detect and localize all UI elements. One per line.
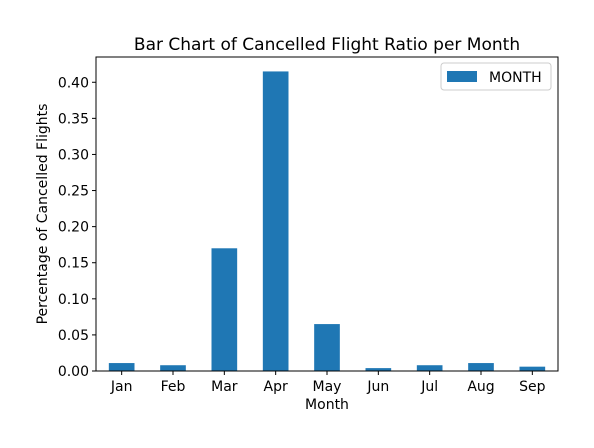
plot-frame (95, 56, 559, 372)
y-tick-label: 0.30 (58, 147, 89, 163)
y-tick-label: 0.40 (58, 75, 89, 91)
x-tick-label: Jul (420, 379, 438, 395)
bar-sep (519, 366, 546, 371)
x-tick-label: Sep (519, 379, 546, 395)
legend-frame (440, 62, 552, 91)
bar-aug (468, 363, 494, 371)
y-axis-ticks: 0.00 0.05 0.10 0.15 0.20 0.25 0.30 0.35 0.40 (58, 75, 96, 380)
y-tick-label: 0.25 (58, 184, 89, 200)
x-tick-label: Jun (366, 379, 389, 395)
y-tick-label: 0.00 (58, 364, 89, 380)
legend-label: MONTH (489, 70, 542, 86)
bar-jan (108, 363, 135, 371)
chart-title: Bar Chart of Cancelled Flight Ratio per … (134, 35, 520, 55)
bars-group (108, 71, 546, 372)
y-tick-label: 0.15 (58, 256, 89, 272)
x-tick-label: Apr (264, 379, 288, 395)
bar-mar (211, 248, 238, 371)
x-axis-label: Month (305, 397, 349, 413)
y-tick-label: 0.20 (58, 220, 89, 236)
bar-feb (160, 365, 186, 371)
y-tick-label: 0.35 (58, 111, 89, 127)
bar-apr (262, 71, 289, 372)
y-tick-label: 0.05 (58, 328, 89, 344)
x-tick-label: May (313, 379, 342, 395)
y-axis-label: Percentage of Cancelled Flights (35, 104, 51, 325)
x-tick-label: Jan (110, 379, 133, 395)
bar-jun (365, 368, 392, 371)
x-tick-label: Mar (211, 379, 238, 395)
x-axis-ticks: Jan Feb Mar Apr May Jun Jul Aug Sep (110, 371, 546, 395)
bar-jul (416, 365, 443, 371)
x-tick-label: Feb (161, 379, 186, 395)
x-tick-label: Aug (467, 379, 494, 395)
y-tick-label: 0.10 (58, 292, 89, 308)
legend: MONTH (440, 62, 552, 91)
bar-may (314, 324, 340, 371)
legend-swatch (447, 71, 477, 82)
